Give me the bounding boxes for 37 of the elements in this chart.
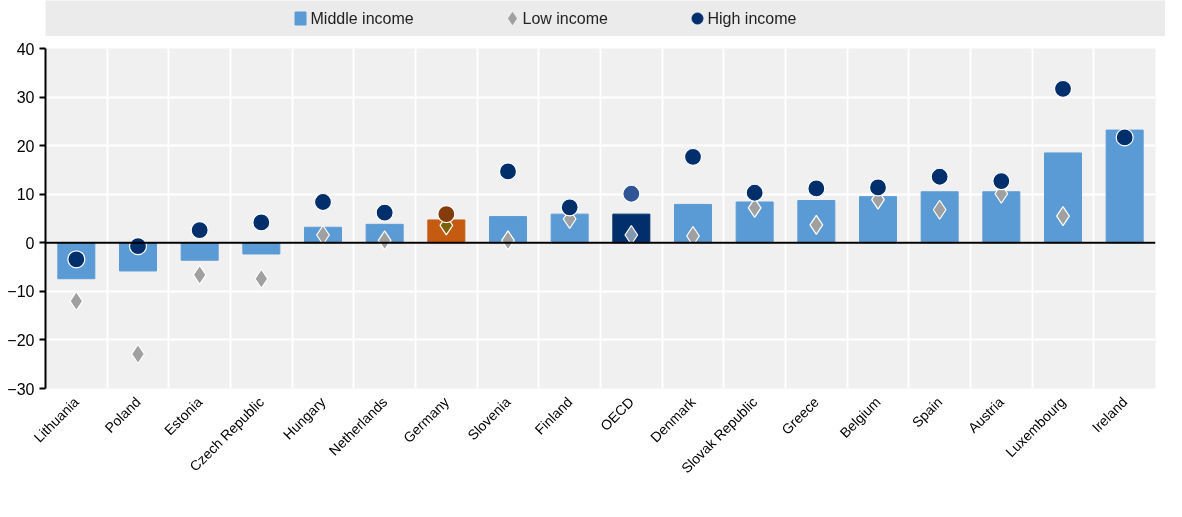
point (254, 268, 269, 289)
y-tick-label: −20 (7, 331, 35, 349)
point (252, 213, 271, 232)
legend-label: High income (707, 10, 797, 27)
y-tick-label: 40 (16, 40, 35, 58)
point (190, 221, 209, 240)
point (683, 147, 703, 166)
y-tick-label: −30 (7, 380, 35, 398)
bar (982, 191, 1021, 244)
y-tick-label: 20 (16, 137, 35, 155)
point (498, 162, 518, 181)
bar (180, 242, 219, 261)
y-tick-label: −10 (7, 283, 35, 301)
point (1115, 128, 1134, 147)
point (437, 205, 456, 224)
legend-label: Middle income (310, 10, 414, 27)
point (1053, 79, 1073, 98)
bar (797, 200, 836, 244)
bar (1105, 129, 1144, 244)
bar (859, 196, 897, 244)
bar (920, 191, 959, 244)
point (992, 172, 1011, 191)
y-tick-label: 30 (16, 89, 35, 107)
y-tick-label: 0 (25, 234, 35, 252)
bar (242, 242, 281, 255)
point (745, 183, 764, 202)
point (622, 184, 641, 203)
point (192, 264, 207, 285)
bar (1044, 152, 1082, 244)
point (313, 192, 333, 212)
point (807, 179, 826, 198)
point (930, 167, 949, 186)
point (560, 198, 579, 217)
legend-label: Low income (522, 10, 608, 27)
point (375, 203, 394, 222)
y-tick-label: 10 (16, 186, 35, 204)
point (868, 178, 888, 197)
